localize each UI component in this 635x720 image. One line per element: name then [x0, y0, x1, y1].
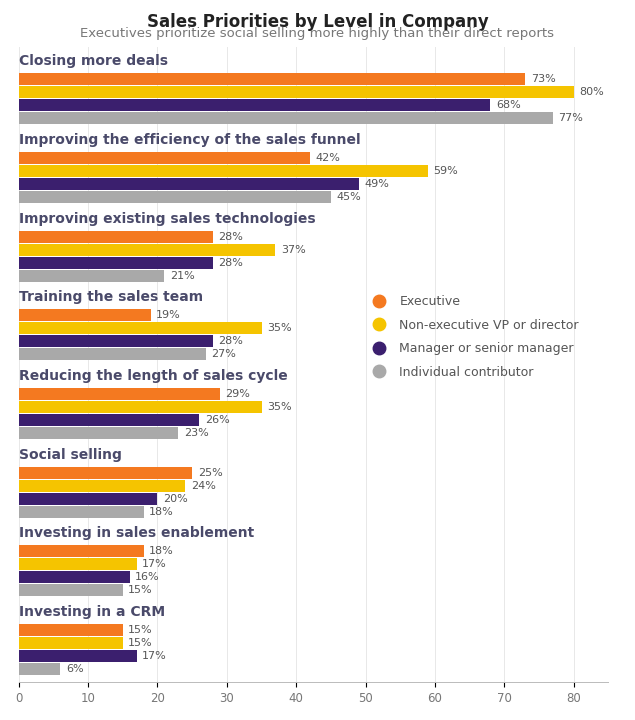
Text: 42%: 42%: [316, 153, 340, 163]
Bar: [18, 336, 213, 347]
Bar: [18, 348, 206, 360]
Text: 35%: 35%: [267, 402, 291, 412]
Text: 28%: 28%: [218, 336, 243, 346]
Bar: [18, 178, 359, 190]
Bar: [18, 558, 137, 570]
Bar: [18, 624, 123, 636]
Text: 17%: 17%: [142, 559, 167, 570]
Legend: Executive, Non-executive VP or director, Manager or senior manager, Individual c: Executive, Non-executive VP or director,…: [367, 295, 579, 379]
Bar: [18, 256, 213, 269]
Bar: [18, 505, 144, 518]
Text: Training the sales team: Training the sales team: [18, 290, 203, 305]
Text: 24%: 24%: [190, 481, 216, 490]
Text: 77%: 77%: [559, 113, 584, 123]
Text: 6%: 6%: [66, 664, 83, 674]
Bar: [18, 191, 331, 203]
Text: 21%: 21%: [170, 271, 195, 281]
Bar: [18, 427, 178, 439]
Bar: [18, 112, 553, 125]
Bar: [18, 467, 192, 479]
Text: 27%: 27%: [211, 349, 236, 359]
Text: 20%: 20%: [163, 494, 188, 503]
Text: 35%: 35%: [267, 323, 291, 333]
Text: 28%: 28%: [218, 232, 243, 242]
Bar: [18, 584, 123, 596]
Text: 15%: 15%: [128, 625, 153, 635]
Bar: [18, 230, 213, 243]
Bar: [18, 414, 199, 426]
Text: 16%: 16%: [135, 572, 160, 582]
Text: Sales Priorities by Level in Company: Sales Priorities by Level in Company: [147, 13, 488, 31]
Text: 80%: 80%: [579, 87, 604, 97]
Text: Investing in a CRM: Investing in a CRM: [18, 605, 165, 619]
Bar: [18, 243, 276, 256]
Bar: [18, 663, 60, 675]
Text: 59%: 59%: [434, 166, 458, 176]
Bar: [18, 99, 490, 112]
Text: 29%: 29%: [225, 389, 250, 399]
Text: Executives prioritize social selling more highly than their direct reports: Executives prioritize social selling mor…: [81, 27, 554, 40]
Text: 25%: 25%: [197, 468, 222, 477]
Text: 17%: 17%: [142, 651, 167, 661]
Text: Investing in sales enablement: Investing in sales enablement: [18, 526, 254, 540]
Bar: [18, 401, 262, 413]
Bar: [18, 269, 164, 282]
Bar: [18, 492, 157, 505]
Text: Reducing the length of sales cycle: Reducing the length of sales cycle: [18, 369, 288, 383]
Text: 73%: 73%: [531, 74, 556, 84]
Bar: [18, 388, 220, 400]
Bar: [18, 86, 574, 99]
Text: 45%: 45%: [337, 192, 361, 202]
Text: 18%: 18%: [149, 507, 174, 516]
Bar: [18, 152, 310, 164]
Text: 28%: 28%: [218, 258, 243, 268]
Text: Social selling: Social selling: [18, 448, 121, 462]
Bar: [18, 310, 150, 321]
Text: 19%: 19%: [156, 310, 181, 320]
Bar: [18, 480, 185, 492]
Text: 15%: 15%: [128, 638, 153, 648]
Text: 15%: 15%: [128, 585, 153, 595]
Bar: [18, 637, 123, 649]
Bar: [18, 650, 137, 662]
Bar: [18, 323, 262, 334]
Bar: [18, 545, 144, 557]
Text: Improving the efficiency of the sales funnel: Improving the efficiency of the sales fu…: [18, 133, 360, 147]
Text: 23%: 23%: [184, 428, 208, 438]
Text: Closing more deals: Closing more deals: [18, 54, 168, 68]
Text: 68%: 68%: [496, 100, 521, 110]
Text: 18%: 18%: [149, 546, 174, 557]
Text: 26%: 26%: [204, 415, 229, 425]
Bar: [18, 73, 525, 86]
Bar: [18, 571, 130, 583]
Text: Improving existing sales technologies: Improving existing sales technologies: [18, 212, 316, 225]
Text: 49%: 49%: [364, 179, 389, 189]
Bar: [18, 165, 428, 177]
Text: 37%: 37%: [281, 245, 305, 255]
